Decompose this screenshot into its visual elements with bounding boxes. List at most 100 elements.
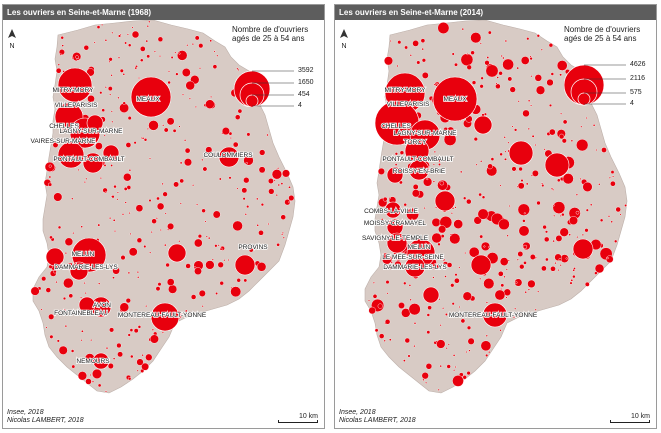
commune-bubble	[463, 196, 467, 200]
commune-bubble	[480, 340, 492, 352]
commune-bubble	[127, 377, 132, 381]
commune-bubble	[244, 213, 247, 216]
commune-bubble	[404, 45, 409, 50]
commune-bubble	[576, 236, 579, 239]
commune-bubble	[117, 34, 121, 38]
commune-bubble	[135, 204, 144, 212]
town-bubble	[150, 302, 180, 332]
commune-bubble	[522, 109, 530, 118]
commune-bubble	[184, 147, 191, 154]
commune-bubble	[173, 181, 180, 188]
commune-bubble	[223, 259, 226, 262]
commune-bubble	[145, 353, 153, 361]
commune-bubble	[97, 223, 101, 227]
legend-value: 1650	[298, 79, 314, 86]
commune-bubble	[80, 225, 83, 228]
commune-bubble	[437, 388, 440, 391]
commune-bubble	[524, 291, 527, 294]
commune-bubble	[109, 327, 115, 333]
commune-bubble	[403, 359, 406, 362]
commune-bubble	[397, 40, 402, 45]
commune-bubble	[384, 56, 394, 66]
commune-bubble	[49, 235, 53, 240]
commune-bubble	[431, 232, 442, 244]
commune-bubble	[534, 308, 537, 311]
commune-bubble	[568, 233, 571, 236]
commune-bubble	[437, 22, 450, 34]
commune-bubble	[194, 105, 197, 108]
town-label: ROISSY-EN-BRIE	[393, 168, 446, 175]
commune-bubble	[281, 231, 284, 234]
commune-bubble	[442, 307, 445, 310]
town-bubble	[384, 201, 402, 219]
commune-bubble	[535, 85, 546, 95]
commune-bubble	[131, 30, 140, 39]
commune-bubble	[127, 116, 132, 121]
commune-bubble	[436, 339, 446, 349]
commune-bubble	[389, 267, 392, 270]
town-bubble	[78, 296, 96, 314]
commune-bubble	[126, 33, 129, 36]
scale-label: 10 km	[298, 413, 318, 420]
commune-bubble	[368, 299, 371, 302]
commune-bubble	[104, 191, 107, 194]
commune-bubble	[229, 136, 232, 139]
commune-bubble	[108, 60, 111, 63]
commune-bubble	[276, 242, 280, 247]
commune-bubble	[449, 233, 461, 245]
commune-bubble	[446, 262, 453, 268]
commune-bubble	[377, 303, 383, 309]
commune-bubble	[546, 78, 554, 87]
commune-bubble	[440, 234, 445, 239]
commune-bubble	[435, 340, 438, 343]
commune-bubble	[56, 339, 60, 343]
commune-bubble	[517, 203, 530, 216]
commune-bubble	[595, 148, 598, 151]
commune-bubble	[201, 208, 206, 213]
commune-bubble	[394, 253, 402, 261]
commune-bubble	[473, 137, 478, 142]
commune-bubble	[181, 93, 184, 96]
town-label: DAMMARIE-LES-LYS	[383, 264, 447, 271]
commune-bubble	[72, 232, 75, 235]
commune-bubble	[219, 247, 223, 251]
town-label: PROVINS	[238, 244, 268, 251]
commune-bubble	[156, 202, 165, 211]
commune-bubble	[471, 80, 477, 85]
commune-bubble	[514, 307, 517, 310]
commune-bubble	[377, 167, 385, 175]
commune-bubble	[197, 234, 202, 239]
commune-bubble	[104, 86, 107, 89]
commune-bubble	[64, 237, 74, 247]
legend-circles	[564, 64, 626, 106]
commune-bubble	[453, 219, 463, 229]
commune-bubble	[149, 251, 152, 254]
commune-bubble	[568, 215, 578, 225]
commune-bubble	[98, 282, 101, 285]
commune-bubble	[599, 218, 604, 223]
commune-bubble	[80, 339, 83, 342]
commune-bubble	[99, 177, 102, 180]
commune-bubble	[372, 293, 378, 299]
town-bubble	[482, 302, 508, 328]
commune-bubble	[481, 195, 486, 199]
commune-bubble	[149, 334, 159, 344]
commune-bubble	[422, 378, 425, 381]
commune-bubble	[522, 244, 528, 249]
commune-bubble	[141, 137, 145, 140]
commune-bubble	[267, 222, 270, 225]
commune-bubble	[502, 58, 514, 71]
credit-line: Nicolas LAMBERT, 2018	[339, 417, 416, 424]
commune-bubble	[388, 197, 391, 200]
commune-bubble	[282, 169, 291, 178]
commune-bubble	[615, 206, 621, 213]
commune-bubble	[525, 182, 529, 186]
commune-bubble	[57, 225, 62, 230]
commune-bubble	[280, 214, 286, 220]
commune-bubble	[246, 205, 250, 209]
commune-bubble	[71, 197, 74, 200]
commune-bubble	[48, 313, 55, 320]
commune-bubble	[607, 215, 611, 218]
commune-bubble	[281, 233, 284, 236]
commune-bubble	[85, 177, 88, 180]
